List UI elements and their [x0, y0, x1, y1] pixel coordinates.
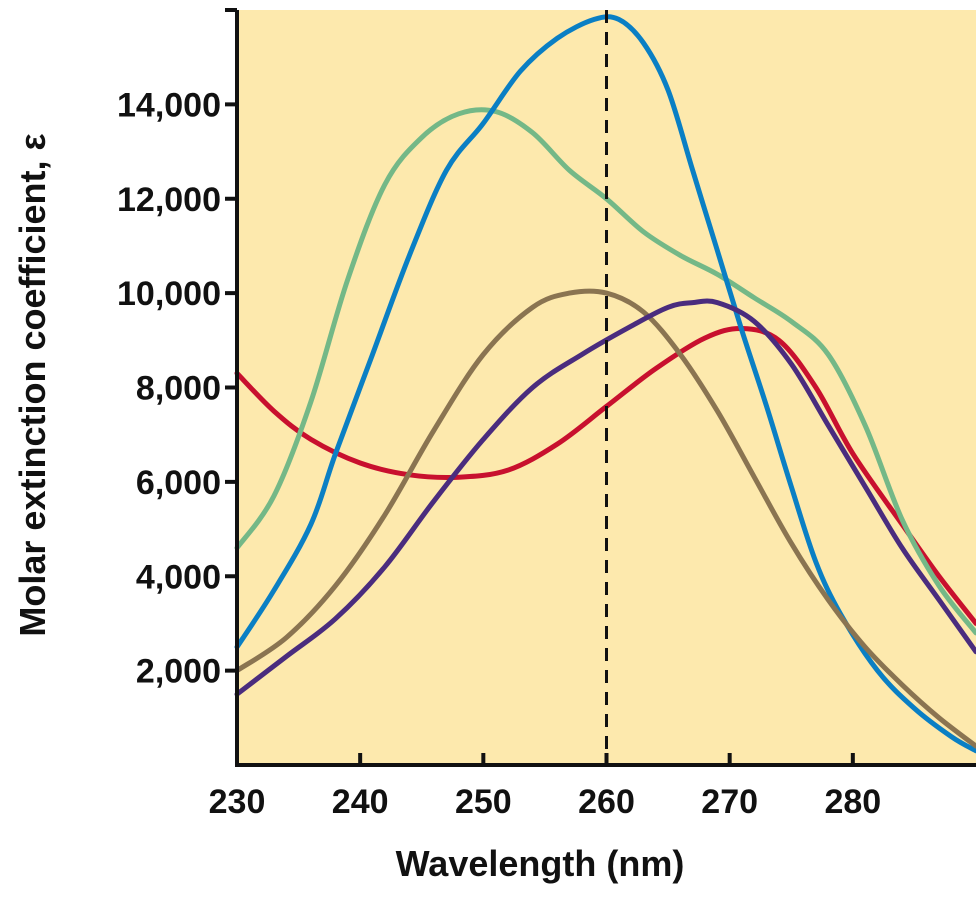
- x-tick-label: 240: [332, 783, 389, 821]
- y-tick-label: 10,000: [117, 275, 221, 313]
- x-tick-label: 280: [824, 783, 881, 821]
- x-tick-label: 230: [209, 783, 266, 821]
- x-tick-label: 260: [578, 783, 635, 821]
- y-tick-label: 4,000: [136, 558, 221, 596]
- series-line-4: [234, 288, 976, 749]
- y-tick-label: 12,000: [117, 181, 221, 219]
- series-line-5: [234, 298, 976, 697]
- y-tick-label: 14,000: [117, 86, 221, 124]
- x-axis-title: Wavelength (nm): [396, 843, 685, 884]
- series-line-1: [234, 325, 976, 626]
- y-tick-label: 6,000: [136, 464, 221, 502]
- series-line-2: [234, 107, 976, 636]
- series-line-3: [234, 14, 976, 754]
- series-layer: [234, 14, 976, 754]
- y-tick-label: 8,000: [136, 370, 221, 408]
- x-tick-label: 270: [701, 783, 758, 821]
- y-ticks: 2,000 4,000 6,000 8,000 10,000 12,000 14,000: [117, 8, 237, 691]
- y-tick-label: 2,000: [136, 653, 221, 691]
- x-ticks: 230 240 250 260 270 280: [209, 753, 881, 821]
- x-tick-label: 250: [455, 783, 512, 821]
- y-axis-title: Molar extinction coefficient, ε: [12, 133, 53, 636]
